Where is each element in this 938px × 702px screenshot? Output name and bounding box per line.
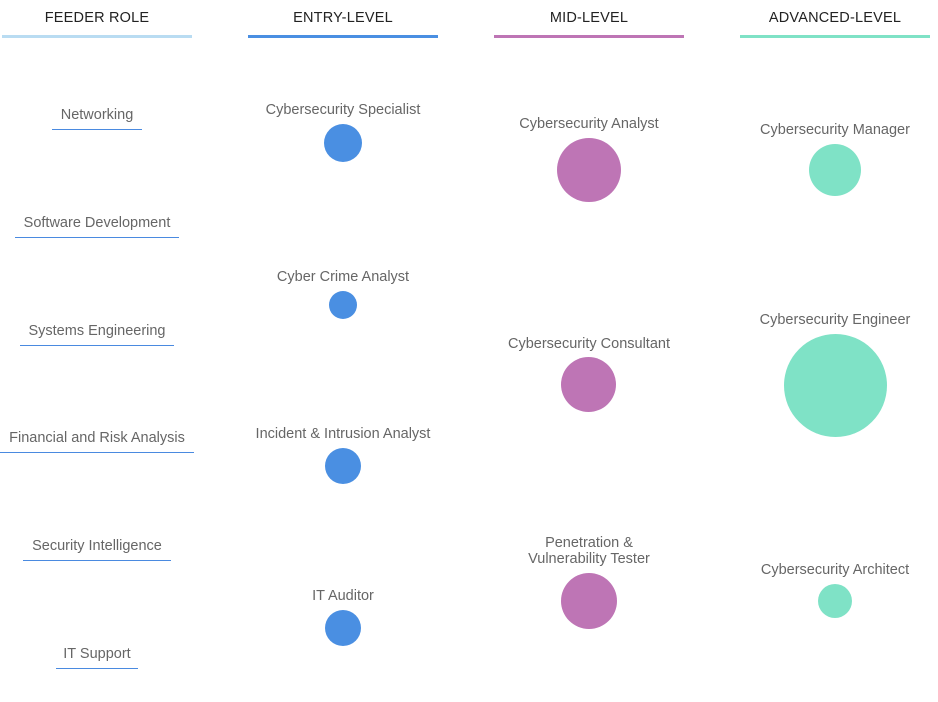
role-bubble	[818, 584, 852, 618]
role-label: Cybersecurity Engineer	[759, 312, 911, 328]
role-bubble	[561, 357, 616, 412]
role-label: Incident & Intrusion Analyst	[255, 426, 431, 442]
column-underline	[2, 35, 192, 38]
feeder-role-systems-engineering[interactable]: Systems Engineering	[20, 323, 174, 346]
feeder-role-it-support[interactable]: IT Support	[56, 646, 138, 669]
column-title: ADVANCED-LEVEL	[768, 10, 902, 26]
column-header-feeder: FEEDER ROLE	[2, 0, 192, 38]
column-header-advanced: ADVANCED-LEVEL	[740, 0, 930, 38]
column-underline	[248, 35, 438, 38]
role-incident-intrusion-analyst[interactable]: Incident & Intrusion Analyst	[238, 426, 448, 486]
role-bubble	[784, 334, 887, 437]
role-bubble	[325, 448, 361, 484]
column-underline	[494, 35, 684, 38]
role-cybersecurity-consultant[interactable]: Cybersecurity Consultant	[494, 336, 684, 416]
role-label: IT Auditor	[312, 588, 374, 604]
column-header-entry: ENTRY-LEVEL	[248, 0, 438, 38]
role-label: Cybersecurity Specialist	[265, 102, 421, 118]
role-label: Cyber Crime Analyst	[276, 269, 410, 285]
feeder-role-financial-risk-analysis[interactable]: Financial and Risk Analysis	[0, 430, 194, 453]
role-label: Cybersecurity Manager	[760, 122, 910, 138]
role-cybersecurity-specialist[interactable]: Cybersecurity Specialist	[248, 102, 438, 162]
role-bubble	[329, 291, 357, 319]
role-cybersecurity-engineer[interactable]: Cybersecurity Engineer	[740, 312, 930, 442]
column-title: FEEDER ROLE	[44, 10, 150, 26]
role-cybersecurity-architect[interactable]: Cybersecurity Architect	[740, 562, 930, 622]
role-cybersecurity-analyst[interactable]: Cybersecurity Analyst	[494, 116, 684, 206]
role-cyber-crime-analyst[interactable]: Cyber Crime Analyst	[248, 269, 438, 319]
role-cybersecurity-manager[interactable]: Cybersecurity Manager	[740, 122, 930, 202]
feeder-role-networking[interactable]: Networking	[52, 107, 142, 130]
role-penetration-vulnerability-tester[interactable]: Penetration & Vulnerability Tester	[494, 535, 684, 630]
role-bubble	[325, 610, 361, 646]
role-bubble	[809, 144, 861, 196]
feeder-role-security-intelligence[interactable]: Security Intelligence	[23, 538, 171, 561]
column-underline	[740, 35, 930, 38]
role-it-auditor[interactable]: IT Auditor	[248, 588, 438, 648]
role-bubble	[324, 124, 362, 162]
role-bubble	[561, 573, 617, 629]
role-label: Penetration & Vulnerability Tester	[528, 535, 650, 567]
role-label: Cybersecurity Analyst	[519, 116, 659, 132]
role-label: Cybersecurity Architect	[760, 562, 910, 578]
column-header-mid: MID-LEVEL	[494, 0, 684, 38]
column-title: MID-LEVEL	[549, 10, 629, 26]
role-bubble	[557, 138, 621, 202]
column-title: ENTRY-LEVEL	[293, 10, 393, 26]
feeder-role-software-development[interactable]: Software Development	[15, 215, 179, 238]
role-label: Cybersecurity Consultant	[508, 336, 670, 352]
